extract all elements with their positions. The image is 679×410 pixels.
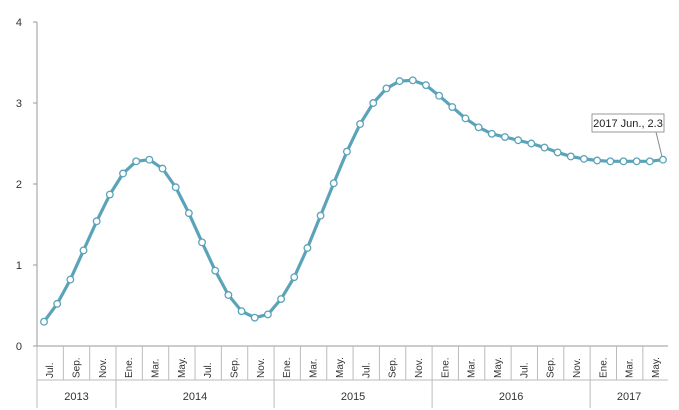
x-tick-label: Nov. xyxy=(572,358,583,378)
series-line xyxy=(42,78,665,324)
x-tick-label: Ene. xyxy=(440,357,451,378)
data-point xyxy=(659,155,667,164)
year-label: 2013 xyxy=(64,391,88,403)
x-tick-label: Nov. xyxy=(256,358,267,378)
data-point xyxy=(40,317,48,326)
data-point xyxy=(158,164,167,173)
x-tick-label: May. xyxy=(335,357,346,378)
data-point xyxy=(501,133,509,141)
x-tick-label: Jul. xyxy=(45,362,56,378)
data-point xyxy=(171,183,180,192)
data-point xyxy=(290,273,299,282)
data-point xyxy=(224,291,233,299)
data-point xyxy=(356,120,365,129)
data-point xyxy=(263,310,272,319)
y-tick-label: 3 xyxy=(16,98,22,110)
data-point xyxy=(619,157,628,166)
x-tick-label: Ene. xyxy=(598,357,609,378)
data-point xyxy=(105,190,114,199)
data-point xyxy=(250,313,259,322)
y-tick-label: 1 xyxy=(16,260,22,272)
data-point xyxy=(421,81,430,90)
data-point xyxy=(514,136,523,145)
x-tick-label: May. xyxy=(493,357,504,378)
x-tick-label: Ene. xyxy=(124,357,135,378)
data-point xyxy=(53,299,62,308)
x-tick-label: May. xyxy=(651,357,662,378)
annotation-label: 2017 Jun., 2.3 xyxy=(593,118,663,130)
data-point xyxy=(329,179,338,188)
y-tick-label: 4 xyxy=(16,17,22,29)
y-tick-label: 2 xyxy=(16,179,22,191)
data-point xyxy=(211,266,220,275)
data-point xyxy=(184,209,193,218)
x-tick-label: Nov. xyxy=(98,358,109,378)
x-tick-label: Mar. xyxy=(151,359,162,378)
y-tick-label: 0 xyxy=(16,341,22,353)
data-point xyxy=(632,157,641,166)
x-tick-label: Nov. xyxy=(414,358,425,378)
x-tick-label: Sep. xyxy=(388,357,399,378)
x-tick-label: Mar. xyxy=(309,359,320,378)
data-point xyxy=(237,307,246,316)
x-axis: Jul. Sep. Nov. Ene. Mar. May. Jul. Sep. Nov. Ene.… xyxy=(36,345,668,408)
data-point xyxy=(369,99,378,107)
data-point xyxy=(435,91,444,100)
data-point xyxy=(132,157,141,166)
data-point xyxy=(461,114,470,123)
year-label: 2016 xyxy=(499,391,523,403)
x-tick-label: Jul. xyxy=(519,362,530,378)
year-label: 2014 xyxy=(183,391,207,403)
data-point xyxy=(145,155,154,164)
x-tick-label: Jul. xyxy=(361,362,372,378)
x-tick-label: Sep. xyxy=(72,357,83,378)
data-point xyxy=(527,139,536,148)
data-point xyxy=(119,169,127,178)
data-point xyxy=(580,154,588,163)
data-point xyxy=(395,77,404,86)
data-point xyxy=(316,211,325,220)
data-point xyxy=(79,246,88,255)
data-point xyxy=(277,295,286,303)
annotation-box xyxy=(591,113,665,133)
year-label: 2015 xyxy=(341,391,365,403)
data-points xyxy=(40,76,667,326)
x-tick-label: Mar. xyxy=(625,359,636,378)
year-label: 2017 xyxy=(617,391,641,403)
last-point-annotation: 2017 Jun., 2.3 xyxy=(591,113,665,157)
data-point xyxy=(540,143,549,152)
data-point xyxy=(645,157,654,166)
x-tick-label: Jul. xyxy=(203,362,214,378)
data-point xyxy=(382,84,391,93)
x-tick-label: Sep. xyxy=(230,357,241,378)
data-point xyxy=(408,76,417,85)
x-tick-label: Mar. xyxy=(467,359,478,378)
data-point xyxy=(474,123,483,132)
x-tick-label: Ene. xyxy=(282,357,293,378)
data-point xyxy=(303,244,312,252)
x-tick-label: Sep. xyxy=(546,357,557,378)
annotation-leader xyxy=(655,131,663,157)
y-axis: 0 1 2 3 4 xyxy=(16,17,38,353)
data-point xyxy=(198,238,206,247)
data-point xyxy=(553,148,562,157)
x-tick-label: May. xyxy=(177,357,188,378)
data-point xyxy=(66,275,75,284)
data-point xyxy=(92,217,101,226)
data-point xyxy=(448,103,457,111)
data-point xyxy=(342,147,351,156)
data-point xyxy=(566,152,575,161)
data-point xyxy=(593,156,602,165)
data-point xyxy=(487,129,496,138)
data-point xyxy=(606,157,615,166)
